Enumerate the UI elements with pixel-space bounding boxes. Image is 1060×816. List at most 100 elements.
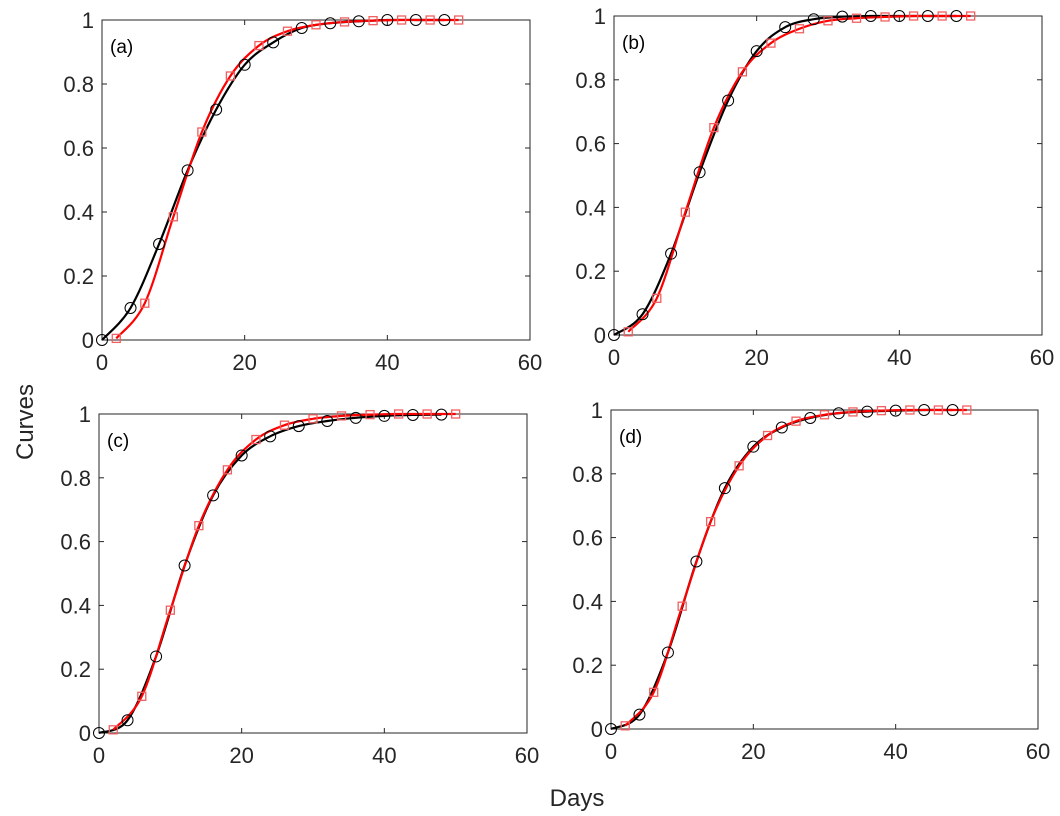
square-marker xyxy=(876,405,887,416)
y-tick-label: 0 xyxy=(82,328,94,353)
y-tick-label: 0.4 xyxy=(63,200,94,225)
x-tick-label: 20 xyxy=(232,350,256,375)
circle-marker xyxy=(661,646,674,659)
square-marker xyxy=(734,461,744,471)
square-marker xyxy=(137,691,147,701)
square-marker xyxy=(168,212,178,222)
y-tick-label: 0.8 xyxy=(572,462,603,487)
panel-label: (b) xyxy=(622,33,645,54)
x-tick-label: 40 xyxy=(375,350,399,375)
square-marker xyxy=(108,725,118,735)
circle-marker xyxy=(409,14,422,26)
square-marker xyxy=(794,24,805,34)
circle-marker xyxy=(722,94,735,107)
circle-marker xyxy=(207,489,220,502)
circle-marker xyxy=(608,329,620,341)
x-tick-label: 0 xyxy=(93,743,105,768)
square-marker xyxy=(880,12,890,22)
x-tick-label: 20 xyxy=(229,743,253,768)
square-marker xyxy=(311,20,321,30)
circle-marker xyxy=(238,58,251,71)
y-tick-label: 0 xyxy=(79,721,91,746)
square-marker xyxy=(791,416,801,426)
square-marker xyxy=(937,11,947,21)
square-marker xyxy=(140,298,150,308)
circle-marker xyxy=(178,559,191,572)
square-marker xyxy=(396,15,407,25)
y-tick-label: 0.2 xyxy=(575,259,606,284)
circle-marker xyxy=(690,555,703,568)
circle-marker xyxy=(693,166,706,179)
y-tick-label: 0.2 xyxy=(60,657,91,682)
x-tick-label: 40 xyxy=(372,743,396,768)
square-marker xyxy=(620,721,630,731)
circle-marker xyxy=(633,708,646,721)
axes-box xyxy=(101,19,531,341)
y-tick-label: 0.8 xyxy=(575,68,606,93)
circle-marker xyxy=(292,420,305,433)
circle-marker xyxy=(750,45,763,58)
square-marker xyxy=(623,327,633,337)
circle-marker xyxy=(747,440,760,453)
x-tick-label: 60 xyxy=(515,743,539,768)
circle-marker xyxy=(321,415,334,428)
axes-box xyxy=(98,413,528,734)
subplot-b: 0 20 40 60 0 0.2 0.4 0.6 0.8 1 (b) xyxy=(575,4,1054,370)
square-marker xyxy=(905,405,915,415)
circle-marker xyxy=(636,308,649,321)
square-marker xyxy=(766,38,776,48)
circle-marker xyxy=(235,449,248,462)
y-axis-label: Curves xyxy=(12,384,39,460)
square-marker xyxy=(848,407,858,417)
subplot-a: 0 20 40 60 0 0.2 0.4 0.6 0.8 1 (a) xyxy=(63,8,542,375)
x-tick-label: 40 xyxy=(883,739,907,764)
y-tick-label: 0.8 xyxy=(60,466,91,491)
y-tick-label: 0.4 xyxy=(575,195,606,220)
square-marker xyxy=(680,207,690,217)
circle-marker xyxy=(950,10,963,22)
square-marker xyxy=(197,127,207,137)
square-marker xyxy=(908,11,919,21)
x-axis-label: Days xyxy=(550,785,605,812)
square-marker xyxy=(336,411,347,421)
x-tick-label: 0 xyxy=(605,739,617,764)
circle-marker xyxy=(150,650,163,663)
circle-marker xyxy=(435,408,448,421)
circle-marker xyxy=(96,334,108,346)
circle-marker xyxy=(438,14,451,26)
square-marker xyxy=(652,293,662,303)
square-marker xyxy=(454,15,464,25)
circle-marker xyxy=(832,407,845,420)
circle-marker xyxy=(153,238,166,250)
y-tick-label: 0.8 xyxy=(63,72,94,97)
square-marker xyxy=(111,333,121,344)
panel-label: (a) xyxy=(110,37,133,58)
square-marker xyxy=(823,16,833,26)
square-marker xyxy=(762,430,773,441)
square-marker xyxy=(819,410,830,420)
square-marker xyxy=(282,26,293,36)
x-tick-label: 0 xyxy=(96,350,108,375)
circle-marker xyxy=(378,409,391,422)
y-tick-label: 0.2 xyxy=(572,653,603,678)
square-marker xyxy=(254,40,264,51)
square-marker xyxy=(368,15,378,26)
circle-marker xyxy=(807,13,820,26)
circle-marker xyxy=(324,17,337,30)
x-tick-label: 60 xyxy=(518,350,542,375)
circle-marker xyxy=(267,36,280,49)
circle-marker xyxy=(946,404,959,416)
square-marker xyxy=(705,517,716,527)
circle-marker xyxy=(665,247,678,260)
x-tick-label: 20 xyxy=(744,345,768,370)
x-tick-label: 20 xyxy=(741,739,765,764)
y-tick-label: 1 xyxy=(591,398,603,423)
circle-marker xyxy=(893,10,906,22)
y-tick-label: 0.2 xyxy=(63,264,94,289)
circle-marker xyxy=(181,164,194,177)
circle-marker xyxy=(861,405,874,418)
circle-marker xyxy=(779,21,792,34)
circle-marker xyxy=(121,714,134,727)
square-marker xyxy=(422,409,432,419)
